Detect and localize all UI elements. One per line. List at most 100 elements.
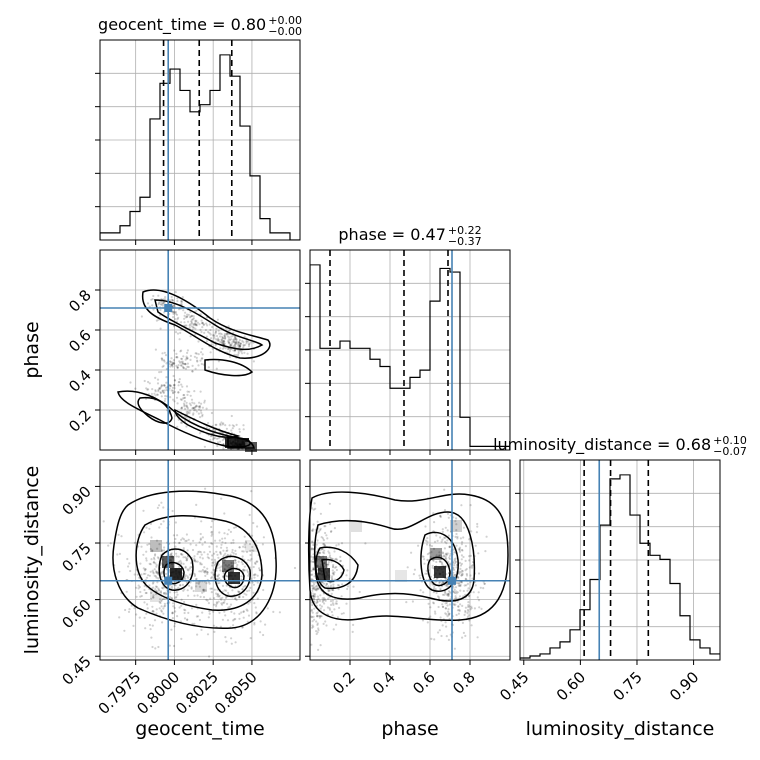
scatter-point	[171, 555, 174, 558]
scatter-point	[234, 340, 237, 343]
scatter-point	[170, 554, 173, 557]
scatter-point	[322, 539, 325, 542]
scatter-point	[154, 348, 157, 351]
scatter-point	[164, 394, 167, 398]
scatter-point	[204, 569, 207, 572]
scatter-point	[194, 406, 197, 409]
scatter-point	[222, 554, 226, 557]
scatter-point	[323, 582, 326, 585]
scatter-point	[178, 360, 181, 363]
scatter-point	[205, 407, 208, 410]
scatter-point	[352, 623, 355, 627]
scatter-point	[441, 528, 444, 531]
scatter-point	[330, 610, 333, 614]
scatter-point	[439, 616, 442, 619]
scatter-point	[192, 406, 195, 409]
scatter-point	[221, 336, 225, 339]
x-tick-label: 0.8000	[133, 668, 183, 718]
scatter-point	[220, 341, 223, 345]
scatter-point	[327, 569, 330, 572]
scatter-point	[222, 561, 226, 564]
scatter-point	[230, 342, 233, 345]
scatter-point	[182, 556, 185, 559]
scatter-point	[455, 523, 458, 526]
scatter-point	[172, 644, 176, 648]
scatter-point	[244, 546, 247, 549]
scatter-point	[197, 364, 200, 367]
scatter-point	[185, 557, 188, 560]
scatter-point	[224, 564, 227, 567]
scatter-point	[311, 611, 314, 614]
scatter-point	[439, 514, 442, 517]
scatter-point	[331, 599, 334, 602]
scatter-point	[158, 588, 161, 592]
scatter-point	[482, 587, 485, 590]
scatter-point	[229, 530, 232, 534]
scatter-point	[444, 612, 447, 615]
scatter-point	[198, 550, 201, 553]
scatter-point	[212, 610, 215, 613]
scatter-point	[172, 605, 175, 608]
scatter-point	[329, 557, 332, 560]
scatter-point	[186, 568, 189, 571]
scatter-point	[464, 545, 467, 548]
scatter-point	[204, 328, 207, 332]
scatter-point	[253, 621, 256, 624]
scatter-point	[216, 444, 219, 448]
scatter-point	[192, 322, 195, 326]
scatter-point	[223, 589, 226, 592]
scatter-point	[429, 606, 432, 609]
scatter-point	[320, 567, 323, 570]
scatter-point	[210, 531, 213, 534]
scatter-point	[195, 582, 198, 585]
scatter-point	[158, 504, 161, 507]
scatter-point	[229, 343, 233, 347]
scatter-point	[321, 537, 325, 540]
scatter-point	[459, 584, 462, 588]
scatter-point	[179, 584, 182, 587]
scatter-point	[221, 570, 224, 573]
scatter-point	[430, 551, 433, 554]
scatter-point	[156, 572, 159, 575]
scatter-point	[340, 595, 343, 598]
scatter-point	[238, 581, 241, 585]
scatter-point	[172, 362, 175, 365]
scatter-point	[333, 571, 336, 574]
scatter-point	[209, 587, 212, 590]
scatter-point	[169, 596, 172, 599]
scatter-point	[143, 588, 146, 592]
scatter-point	[177, 364, 180, 367]
scatter-point	[453, 568, 456, 571]
histogram-step-line	[520, 475, 720, 660]
scatter-point	[165, 367, 168, 371]
scatter-point	[187, 594, 190, 597]
scatter-point	[173, 325, 176, 328]
scatter-point	[171, 299, 174, 302]
scatter-point	[259, 620, 262, 623]
scatter-point	[452, 548, 455, 551]
scatter-point	[338, 606, 341, 610]
scatter-point	[180, 357, 183, 360]
scatter-point	[180, 561, 183, 564]
scatter-point	[150, 392, 153, 395]
scatter-point	[222, 437, 226, 440]
scatter-point	[195, 544, 198, 547]
scatter-point	[189, 394, 192, 397]
scatter-point	[162, 506, 165, 509]
scatter-point	[161, 549, 164, 553]
scatter-point	[321, 600, 324, 604]
scatter-point	[234, 561, 237, 565]
scatter-point	[138, 616, 141, 619]
scatter-point	[447, 594, 450, 597]
scatter-point	[159, 591, 162, 594]
scatter-point	[205, 570, 208, 573]
scatter-point	[321, 573, 324, 576]
scatter-point	[438, 560, 441, 563]
scatter-point	[223, 512, 226, 515]
scatter-point	[201, 322, 204, 325]
scatter-point	[199, 359, 202, 362]
scatter-point	[439, 515, 442, 519]
scatter-point	[328, 596, 331, 599]
scatter-point	[206, 599, 209, 602]
x-tick-label: 0.8025	[172, 668, 222, 718]
